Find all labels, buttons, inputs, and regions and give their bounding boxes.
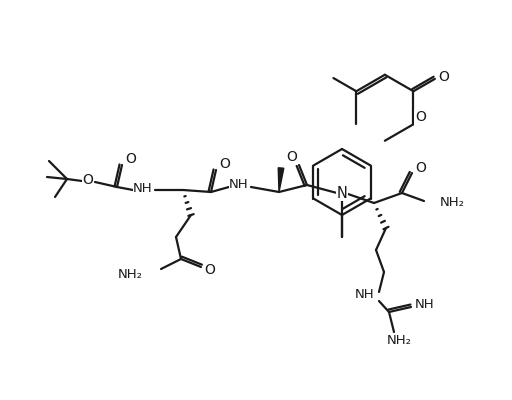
Text: O: O <box>125 152 136 166</box>
Text: NH: NH <box>133 182 153 194</box>
Text: NH₂: NH₂ <box>387 334 412 348</box>
Text: O: O <box>220 157 230 171</box>
Text: O: O <box>287 150 297 164</box>
Text: O: O <box>438 70 450 84</box>
Text: NH₂: NH₂ <box>118 268 143 280</box>
Text: O: O <box>205 263 216 277</box>
Text: O: O <box>415 110 426 124</box>
Text: N: N <box>336 186 348 200</box>
Polygon shape <box>278 168 284 192</box>
Text: NH: NH <box>415 298 435 312</box>
Text: NH₂: NH₂ <box>440 196 465 210</box>
Text: NH: NH <box>229 178 249 192</box>
Text: NH: NH <box>355 288 375 300</box>
Text: O: O <box>416 161 426 175</box>
Text: O: O <box>82 173 93 187</box>
